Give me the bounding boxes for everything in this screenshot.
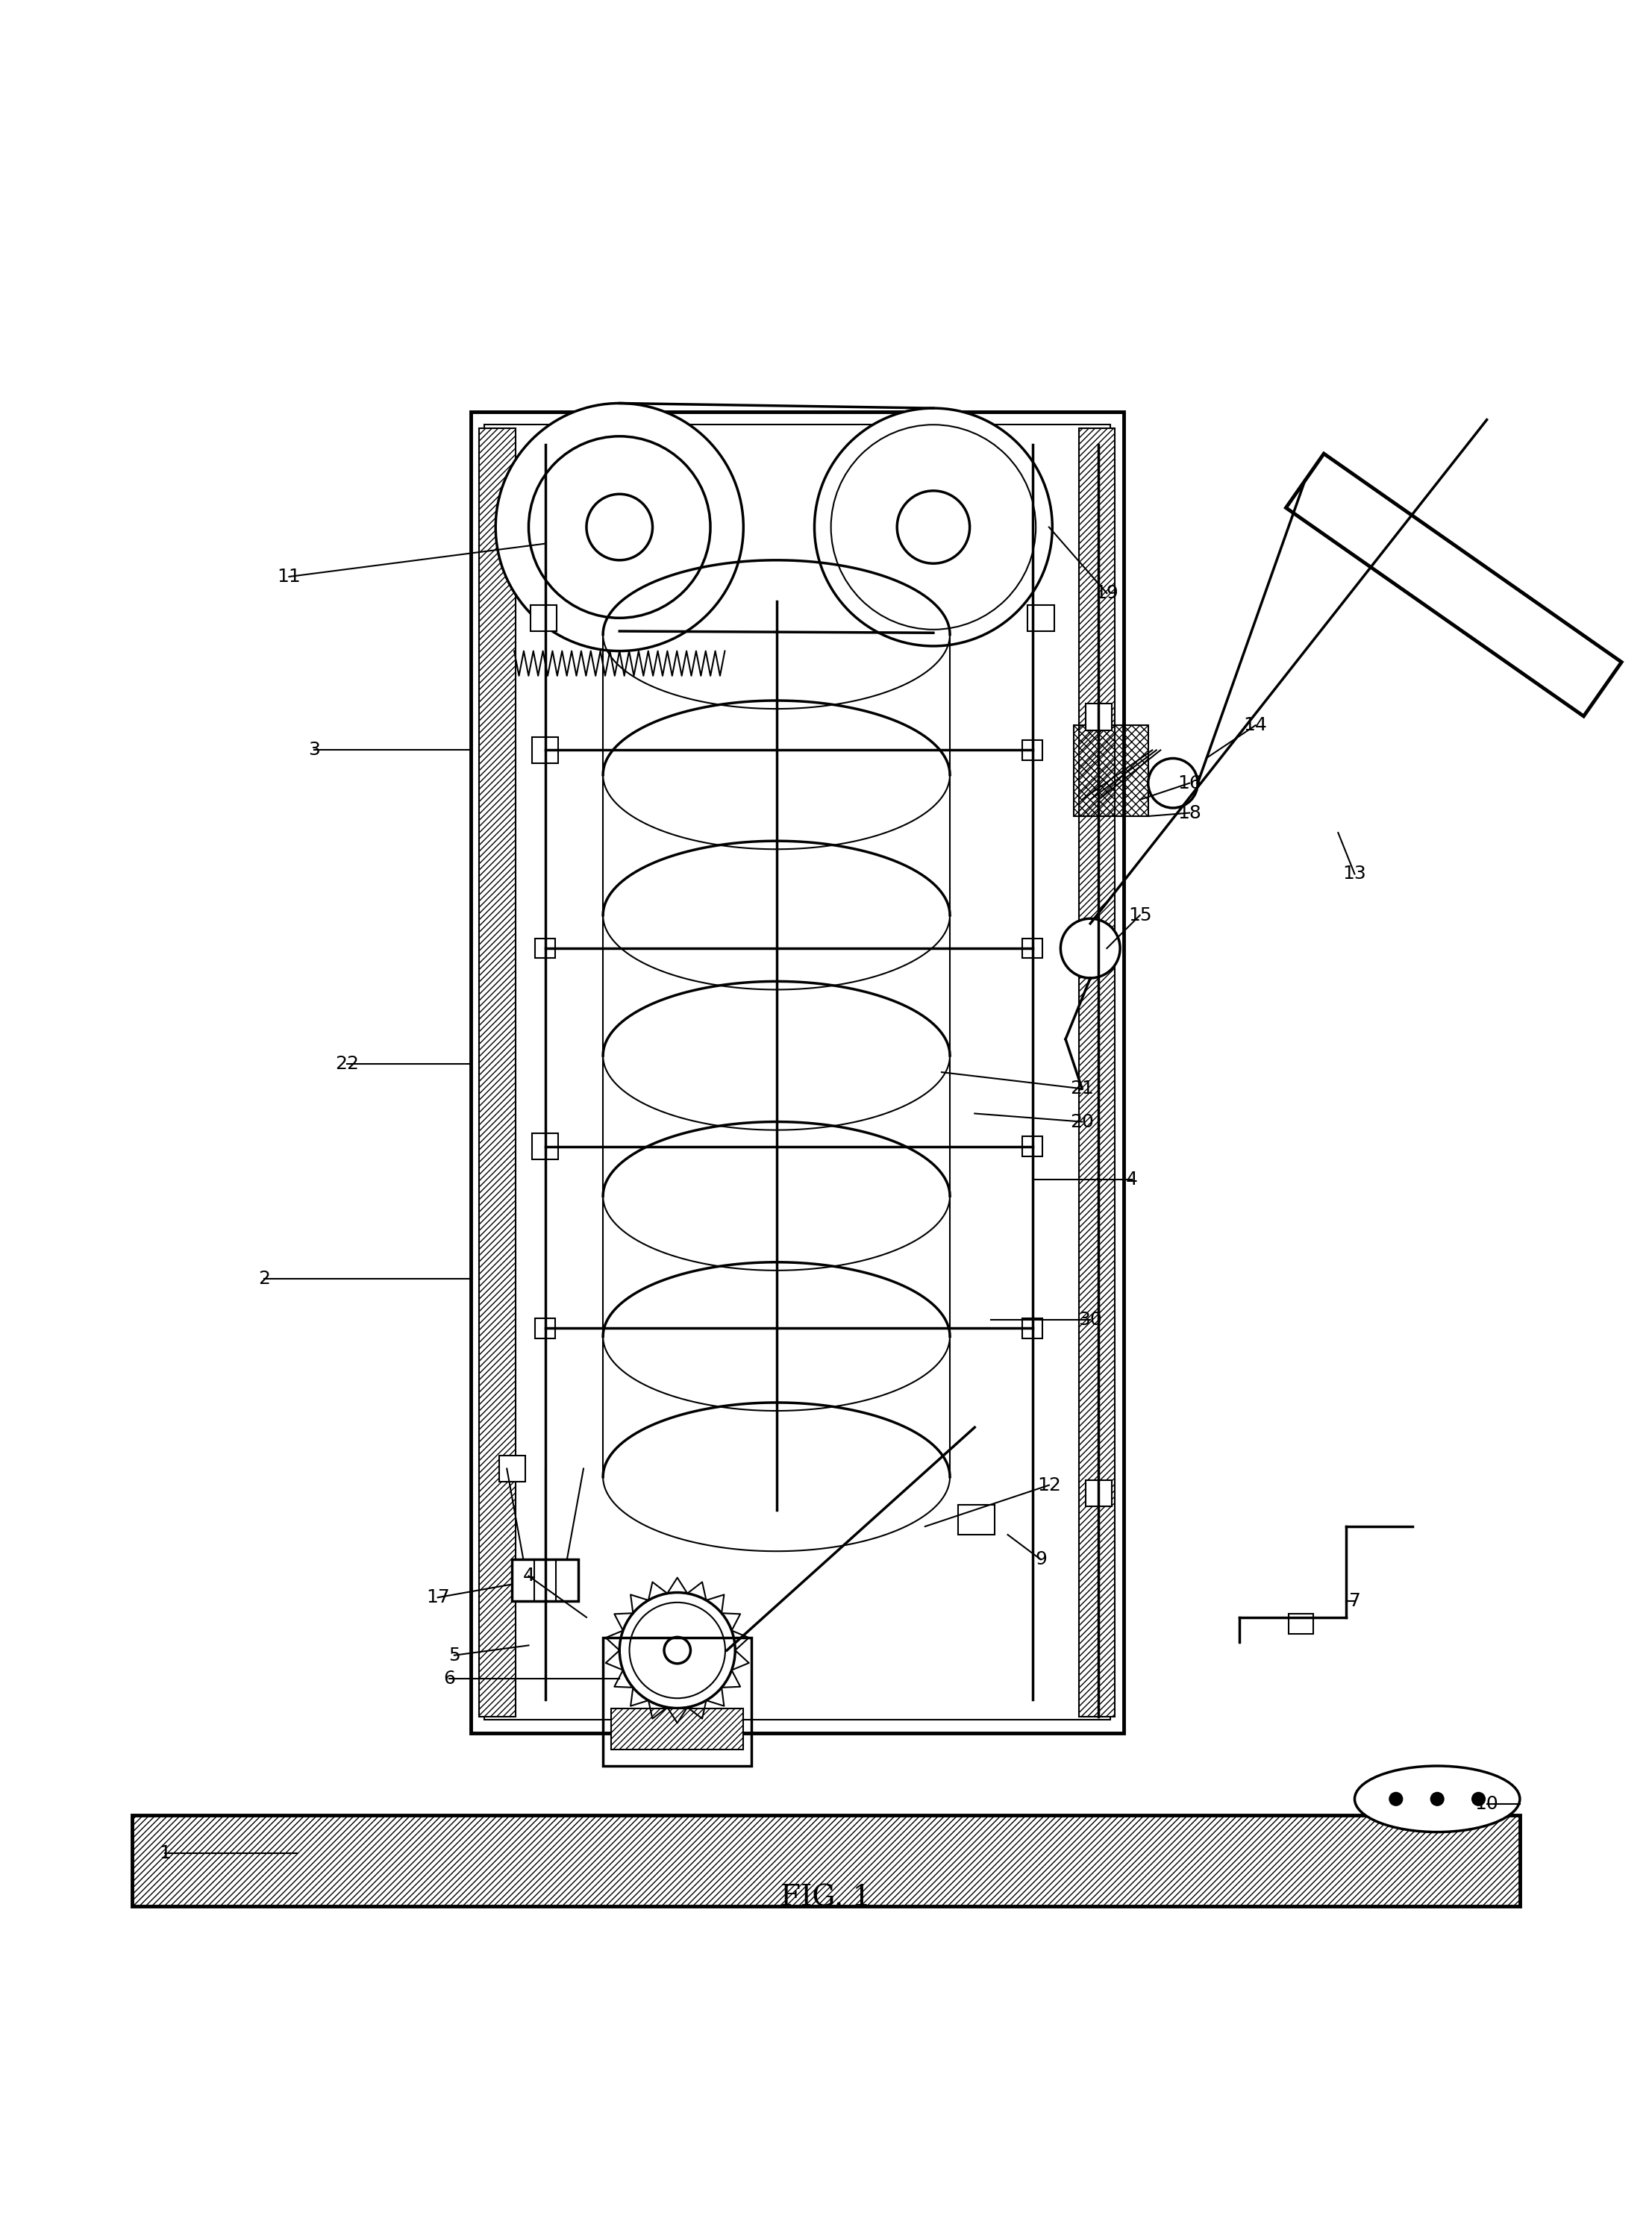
- Text: 6: 6: [443, 1670, 456, 1688]
- Circle shape: [629, 1603, 725, 1699]
- Text: 11: 11: [278, 568, 301, 586]
- Circle shape: [620, 1592, 735, 1708]
- Bar: [1079, 428, 1115, 1717]
- Circle shape: [529, 436, 710, 617]
- Bar: [479, 428, 515, 1717]
- Text: 13: 13: [1343, 864, 1366, 882]
- Bar: [532, 737, 558, 764]
- Text: 9: 9: [1034, 1550, 1047, 1568]
- Text: 3: 3: [307, 742, 320, 759]
- Circle shape: [1389, 1793, 1403, 1806]
- Bar: [471, 412, 1123, 1733]
- Bar: [532, 1134, 558, 1160]
- Circle shape: [1431, 1793, 1444, 1806]
- Bar: [1023, 1136, 1042, 1156]
- Text: 12: 12: [1037, 1477, 1061, 1494]
- Bar: [484, 425, 1110, 1719]
- Text: 19: 19: [1095, 583, 1118, 601]
- Bar: [535, 938, 555, 958]
- Bar: [1085, 704, 1112, 730]
- Bar: [958, 1505, 995, 1534]
- Bar: [1023, 938, 1042, 958]
- Polygon shape: [1285, 454, 1622, 717]
- Bar: [530, 606, 557, 630]
- Text: 2: 2: [258, 1269, 271, 1287]
- Bar: [1074, 726, 1148, 815]
- Bar: [1028, 606, 1054, 630]
- Circle shape: [496, 403, 743, 650]
- Text: 15: 15: [1128, 906, 1151, 924]
- Text: 18: 18: [1178, 804, 1201, 822]
- Bar: [499, 1456, 525, 1481]
- Text: 21: 21: [1070, 1080, 1094, 1098]
- Circle shape: [897, 490, 970, 563]
- Text: 5: 5: [448, 1646, 461, 1664]
- Circle shape: [831, 425, 1036, 630]
- Bar: [535, 739, 555, 759]
- Text: 14: 14: [1244, 717, 1267, 735]
- Text: 20: 20: [1070, 1114, 1094, 1131]
- Bar: [512, 1559, 578, 1601]
- Bar: [1023, 739, 1042, 759]
- Bar: [1289, 1615, 1313, 1635]
- Text: 17: 17: [426, 1588, 449, 1606]
- Bar: [535, 1318, 555, 1338]
- Text: 10: 10: [1475, 1795, 1498, 1813]
- Bar: [603, 1637, 752, 1766]
- Text: FIG. 1: FIG. 1: [781, 1884, 871, 1913]
- Bar: [1085, 1481, 1112, 1508]
- Text: 4: 4: [522, 1568, 535, 1586]
- Circle shape: [1148, 759, 1198, 808]
- Circle shape: [1061, 918, 1120, 978]
- Circle shape: [664, 1637, 691, 1664]
- Circle shape: [1472, 1793, 1485, 1806]
- Bar: [535, 1136, 555, 1156]
- Text: 30: 30: [1079, 1312, 1102, 1330]
- Text: 1: 1: [159, 1844, 172, 1862]
- Bar: [1023, 1318, 1042, 1338]
- Text: 22: 22: [335, 1056, 358, 1073]
- Bar: [611, 1708, 743, 1750]
- Text: 16: 16: [1178, 775, 1201, 793]
- Text: 7: 7: [1348, 1592, 1361, 1610]
- Bar: [132, 1815, 1520, 1906]
- Circle shape: [586, 494, 653, 561]
- Text: 4: 4: [1125, 1171, 1138, 1189]
- Circle shape: [814, 408, 1052, 646]
- Ellipse shape: [1355, 1766, 1520, 1833]
